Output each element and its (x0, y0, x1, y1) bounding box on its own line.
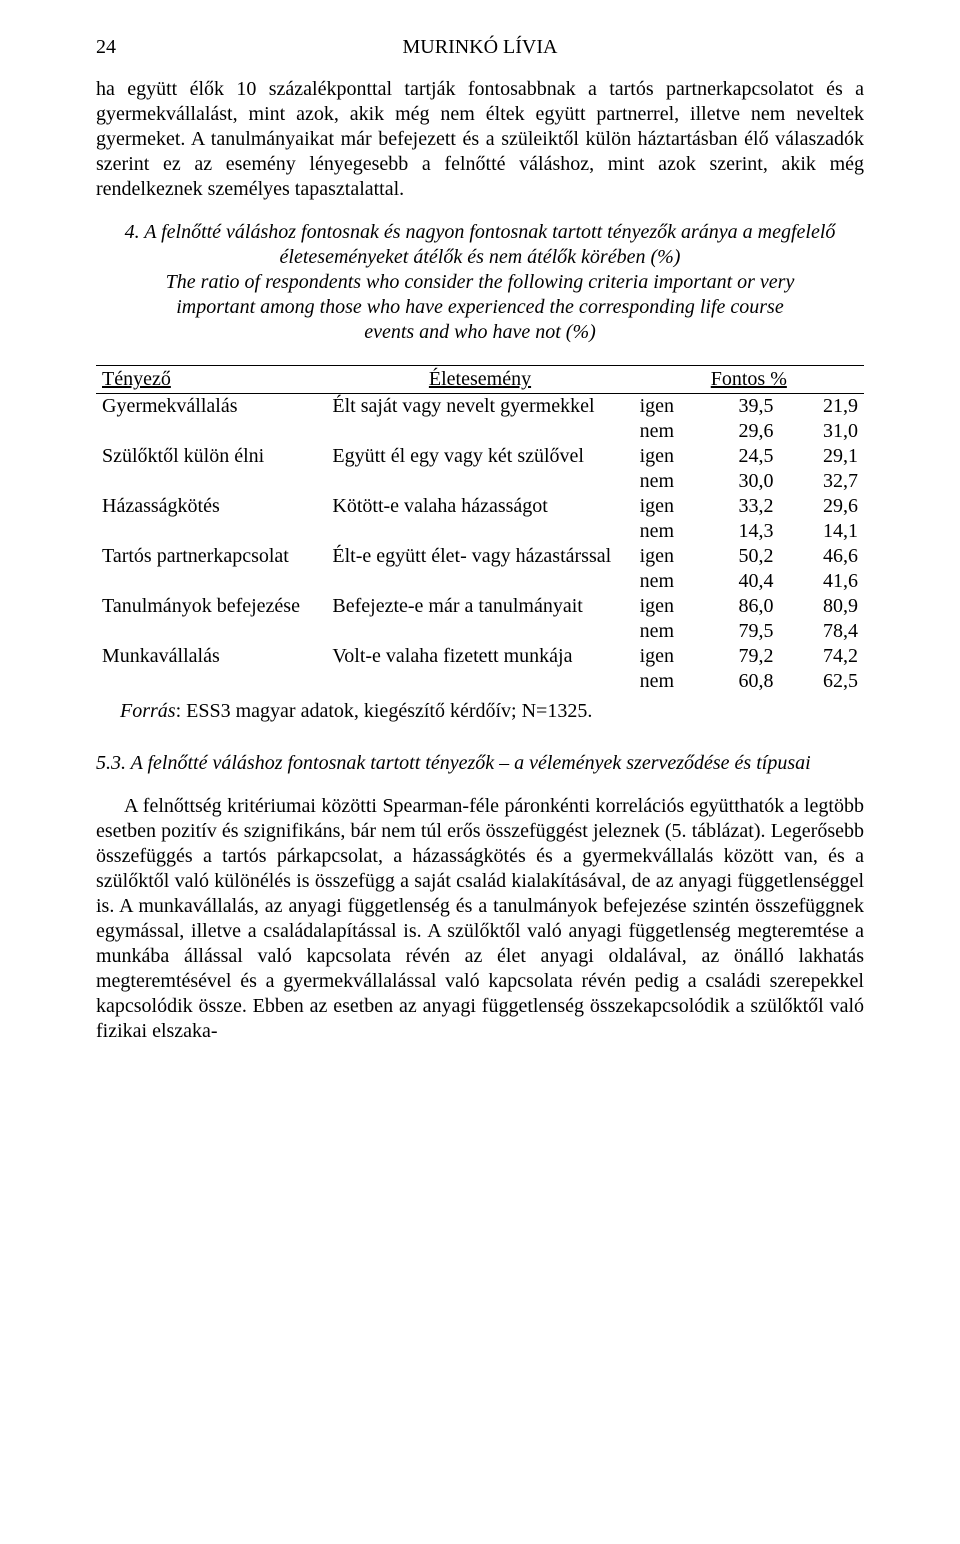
table-row: Tanulmányok befejezéseBefejezte-e már a … (96, 594, 864, 619)
cell-factor: Házasságkötés (96, 494, 326, 544)
page-number: 24 (96, 36, 116, 59)
table-source: Forrás: ESS3 magyar adatok, kiegészítő k… (96, 700, 864, 723)
source-label: Forrás (120, 700, 176, 722)
cell-yes-label: igen (634, 644, 695, 669)
cell-no-b: 31,0 (780, 419, 865, 444)
cell-yes-a: 50,2 (695, 544, 779, 569)
cell-event: Volt-e valaha fizetett munkája (326, 644, 633, 694)
caption-en-line1: The ratio of respondents who consider th… (166, 271, 795, 293)
cell-yes-label: igen (634, 394, 695, 420)
table-row: GyermekvállalásÉlt saját vagy nevelt gye… (96, 394, 864, 420)
cell-no-a: 30,0 (695, 469, 779, 494)
paragraph-2: A felnőttség kritériumai közötti Spearma… (96, 794, 864, 1044)
caption-en-line3: events and who have not (%) (364, 321, 596, 343)
table-row: MunkavállalásVolt-e valaha fizetett munk… (96, 644, 864, 669)
th-event: Életesemény (326, 366, 633, 394)
cell-event: Befejezte-e már a tanulmányait (326, 594, 633, 644)
section-number: 5.3. (96, 752, 131, 774)
cell-no-b: 41,6 (780, 569, 865, 594)
cell-yes-a: 24,5 (695, 444, 779, 469)
running-head: MURINKÓ LÍVIA (116, 36, 844, 59)
table-row: Tartós partnerkapcsolatÉlt-e együtt élet… (96, 544, 864, 569)
cell-factor: Tanulmányok befejezése (96, 594, 326, 644)
cell-no-label: nem (634, 419, 695, 444)
cell-no-label: nem (634, 669, 695, 694)
cell-yes-b: 29,1 (780, 444, 865, 469)
caption-hu: A felnőtté váláshoz fontosnak és nagyon … (144, 221, 835, 268)
th-pct: Fontos % (634, 366, 864, 394)
cell-factor: Gyermekvállalás (96, 394, 326, 445)
table-row: Szülőktől külön élniEgyütt él egy vagy k… (96, 444, 864, 469)
source-text: : ESS3 magyar adatok, kiegészítő kérdőív… (176, 700, 593, 722)
cell-yes-label: igen (634, 444, 695, 469)
cell-yes-b: 80,9 (780, 594, 865, 619)
cell-yes-a: 33,2 (695, 494, 779, 519)
cell-yes-b: 46,6 (780, 544, 865, 569)
cell-no-b: 14,1 (780, 519, 865, 544)
cell-yes-a: 39,5 (695, 394, 779, 420)
cell-yes-b: 21,9 (780, 394, 865, 420)
cell-no-label: nem (634, 619, 695, 644)
table-row: HázasságkötésKötött-e valaha házasságoti… (96, 494, 864, 519)
cell-yes-label: igen (634, 544, 695, 569)
table-header-row: Tényező Életesemény Fontos % (96, 366, 864, 394)
cell-no-b: 62,5 (780, 669, 865, 694)
cell-factor: Szülőktől külön élni (96, 444, 326, 494)
cell-no-b: 32,7 (780, 469, 865, 494)
cell-no-a: 40,4 (695, 569, 779, 594)
page-header: 24 MURINKÓ LÍVIA 24 (96, 36, 864, 59)
cell-yes-b: 29,6 (780, 494, 865, 519)
section-heading: 5.3. A felnőtté váláshoz fontosnak tarto… (96, 751, 864, 776)
cell-factor: Tartós partnerkapcsolat (96, 544, 326, 594)
cell-yes-a: 86,0 (695, 594, 779, 619)
caption-en-line2: important among those who have experienc… (176, 296, 783, 318)
cell-no-label: nem (634, 469, 695, 494)
cell-event: Együtt él egy vagy két szülővel (326, 444, 633, 494)
cell-no-a: 60,8 (695, 669, 779, 694)
cell-yes-b: 74,2 (780, 644, 865, 669)
cell-yes-label: igen (634, 494, 695, 519)
paragraph-1: ha együtt élők 10 százalékponttal tartjá… (96, 77, 864, 202)
cell-no-label: nem (634, 519, 695, 544)
caption-number: 4. (125, 221, 145, 243)
cell-no-b: 78,4 (780, 619, 865, 644)
data-table: Tényező Életesemény Fontos % Gyermekváll… (96, 365, 864, 694)
section-title: A felnőtté váláshoz fontosnak tartott té… (131, 752, 811, 774)
cell-event: Élt saját vagy nevelt gyermekkel (326, 394, 633, 445)
cell-no-label: nem (634, 569, 695, 594)
th-factor: Tényező (96, 366, 326, 394)
cell-no-a: 79,5 (695, 619, 779, 644)
cell-yes-a: 79,2 (695, 644, 779, 669)
table-body: GyermekvállalásÉlt saját vagy nevelt gye… (96, 394, 864, 695)
page: 24 MURINKÓ LÍVIA 24 ha együtt élők 10 sz… (0, 0, 960, 1544)
cell-factor: Munkavállalás (96, 644, 326, 694)
cell-no-a: 29,6 (695, 419, 779, 444)
cell-event: Kötött-e valaha házasságot (326, 494, 633, 544)
cell-yes-label: igen (634, 594, 695, 619)
cell-no-a: 14,3 (695, 519, 779, 544)
cell-event: Élt-e együtt élet- vagy házastárssal (326, 544, 633, 594)
table-caption: 4. A felnőtté váláshoz fontosnak és nagy… (96, 220, 864, 345)
